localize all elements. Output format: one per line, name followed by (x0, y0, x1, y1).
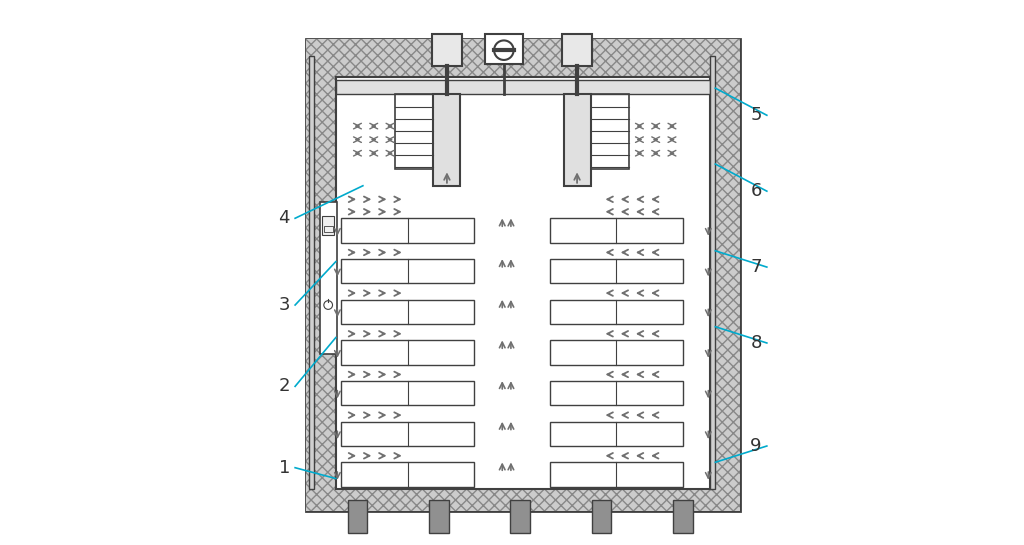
Text: 7: 7 (751, 258, 762, 276)
Bar (510, 500, 529, 533)
Bar (319, 202, 337, 354)
Text: 6: 6 (751, 182, 762, 200)
Bar (550, 259, 683, 283)
Text: 1: 1 (279, 459, 290, 477)
Text: 9: 9 (751, 437, 762, 455)
Bar (433, 94, 461, 186)
Bar (348, 500, 368, 533)
Bar (710, 56, 716, 489)
Bar (563, 94, 591, 186)
Bar (341, 381, 474, 405)
Bar (324, 226, 333, 232)
Bar (550, 219, 683, 243)
Text: 4: 4 (279, 209, 290, 227)
Bar (550, 381, 683, 405)
Bar (306, 39, 739, 511)
Bar (591, 94, 629, 169)
Bar (550, 340, 683, 365)
Bar (341, 462, 474, 487)
Bar (485, 34, 523, 64)
Bar (306, 39, 739, 511)
Bar (341, 422, 474, 446)
Bar (341, 340, 474, 365)
Text: 8: 8 (751, 334, 762, 352)
Text: 2: 2 (279, 377, 290, 395)
Bar (341, 300, 474, 324)
Circle shape (495, 40, 514, 60)
Bar (550, 300, 683, 324)
Bar (395, 94, 433, 169)
Bar (308, 56, 314, 489)
Bar (592, 500, 611, 533)
Bar (323, 216, 334, 234)
Bar (336, 77, 710, 489)
Bar (550, 422, 683, 446)
Bar (429, 500, 449, 533)
Bar (562, 34, 592, 66)
Bar (432, 34, 462, 66)
Bar (341, 219, 474, 243)
Text: 5: 5 (751, 106, 762, 124)
Bar (336, 80, 710, 94)
Bar (550, 462, 683, 487)
Bar (341, 259, 474, 283)
Bar (673, 500, 692, 533)
Text: 3: 3 (279, 296, 290, 314)
